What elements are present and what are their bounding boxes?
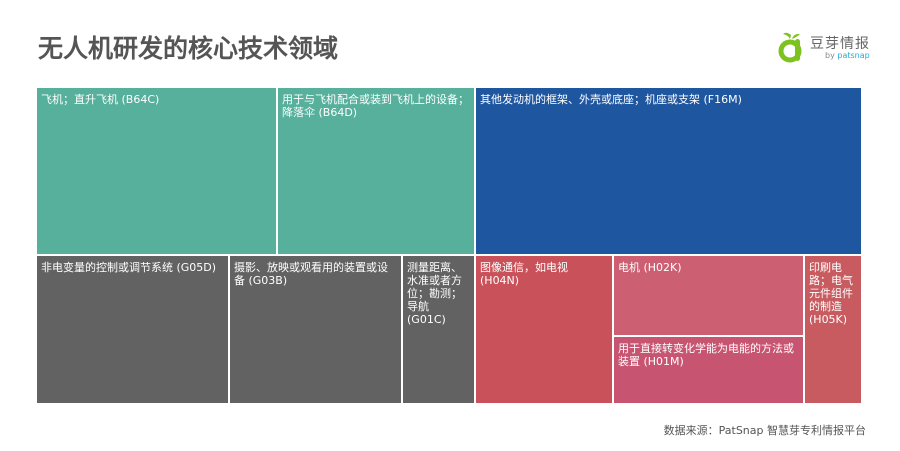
treemap-cell-g05d: 非电变量的控制或调节系统 (G05D)	[37, 256, 228, 403]
sprout-logo-icon	[778, 32, 802, 63]
treemap-chart: 飞机；直升飞机 (B64C) 用于与飞机配合或装到飞机上的设备；降落伞 (B64D…	[37, 88, 861, 403]
treemap-cell-f16m: 其他发动机的框架、外壳或底座；机座或支架 (F16M)	[476, 88, 861, 254]
page-title: 无人机研发的核心技术领域	[38, 34, 339, 63]
treemap-cell-g01c: 测量距离、水准或者方位；勘测；导航 (G01C)	[403, 256, 474, 403]
treemap-cell-b64d: 用于与飞机配合或装到飞机上的设备；降落伞 (B64D)	[278, 88, 474, 254]
logo-text: 豆芽情报	[810, 36, 870, 52]
treemap-cell-g03b: 摄影、放映或观看用的装置或设备 (G03B)	[230, 256, 401, 403]
logo-subtext: by patsnap	[825, 51, 870, 60]
data-source: 数据来源：PatSnap 智慧芽专利情报平台	[663, 424, 866, 437]
treemap-cell-h04n: 图像通信，如电视 (H04N)	[476, 256, 612, 403]
treemap-cell-h01m: 用于直接转变化学能为电能的方法或装置 (H01M)	[614, 337, 803, 403]
treemap-cell-h02k: 电机 (H02K)	[614, 256, 803, 335]
treemap-cell-h05k: 印刷电路；电气元件组件的制造 (H05K)	[805, 256, 861, 403]
treemap-cell-b64c: 飞机；直升飞机 (B64C)	[37, 88, 276, 254]
patsnap-logo: 豆芽情报 by patsnap	[778, 27, 878, 67]
